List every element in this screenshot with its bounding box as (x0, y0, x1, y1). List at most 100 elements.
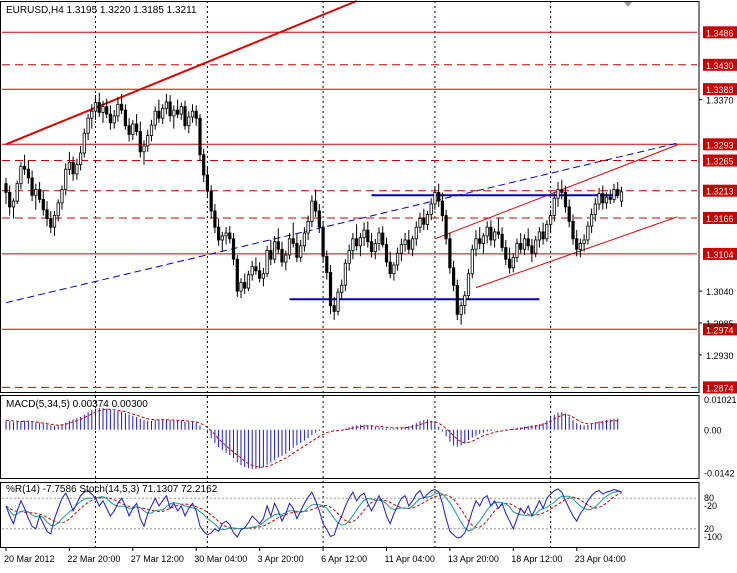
macd-label: MACD(5,34,5) 0.00374 0.00300 (6, 399, 148, 410)
candle-1 (8, 185, 12, 216)
candle-13 (52, 211, 57, 236)
candle-130 (489, 220, 493, 246)
candle-body-54 (205, 174, 209, 192)
candle-body-63 (239, 281, 243, 292)
candle-body-35 (134, 123, 139, 132)
candle-146 (549, 209, 553, 233)
level-tag-2 (703, 83, 737, 96)
candle-21 (82, 128, 86, 158)
candle-3 (15, 180, 19, 204)
candle-body-77 (291, 238, 295, 244)
candle-body-162 (608, 196, 612, 200)
candle-17 (67, 151, 71, 175)
candle-body-123 (463, 295, 467, 307)
candle-100 (377, 227, 381, 251)
candle-body-149 (560, 189, 564, 193)
candle-44 (168, 95, 172, 122)
candle-119 (448, 233, 452, 274)
candle-body-145 (545, 223, 549, 240)
candle-body-111 (418, 218, 422, 228)
candle-76 (287, 233, 292, 260)
candle-body-59 (224, 232, 228, 237)
axes-labels: 1.3486 1.3430 1.3388 1.3293 1.3265 1.3213 1.31… (4, 26, 737, 564)
candle-126 (474, 230, 478, 257)
osc-tick-label-0: 80 (704, 493, 714, 503)
candle-35 (134, 114, 139, 136)
candle-body-132 (496, 231, 501, 235)
candle-95 (358, 233, 363, 257)
candle-body-81 (306, 220, 310, 234)
candle-123 (463, 291, 467, 315)
candle-29 (112, 110, 116, 129)
candle-64 (243, 273, 247, 294)
candle-body-104 (392, 264, 396, 275)
candle-134 (504, 240, 508, 265)
candle-body-109 (410, 238, 415, 250)
candle-105 (395, 247, 400, 271)
candle-104 (392, 262, 396, 281)
candle-128 (481, 233, 486, 254)
candle-151 (567, 199, 571, 228)
candle-body-102 (384, 244, 389, 263)
candle-19 (75, 158, 79, 180)
candle-body-138 (519, 243, 523, 250)
candle-body-108 (407, 239, 411, 250)
y-tick-label-2: 1.2985 (706, 319, 734, 329)
candle-body-130 (489, 226, 493, 241)
candle-83 (313, 189, 318, 217)
candle-98 (369, 233, 374, 258)
candle-body-50 (190, 110, 195, 118)
candle-42 (161, 104, 165, 124)
candle-body-2 (11, 200, 16, 208)
candle-85 (321, 221, 325, 263)
candle-body-144 (541, 231, 545, 240)
x-tick-label-3: 30 Mar 04:00 (194, 554, 247, 564)
candle-0 (4, 177, 8, 204)
panel-frame-2 (0, 482, 700, 548)
candle-body-56 (213, 210, 217, 228)
candle-body-125 (470, 248, 474, 275)
candle-136 (511, 253, 515, 273)
level-label-4: 1.3265 (706, 157, 734, 167)
candle-157 (590, 208, 594, 233)
candle-87 (328, 265, 333, 315)
candle-77 (291, 222, 295, 248)
candle-body-120 (451, 267, 456, 286)
macd-tick-label-0: 0.01021 (704, 395, 737, 405)
candle-body-159 (597, 193, 601, 205)
candle-body-62 (235, 258, 239, 292)
candle-body-161 (604, 196, 609, 204)
candle-38 (146, 129, 150, 152)
candle-body-36 (138, 131, 142, 153)
candle-body-80 (302, 232, 307, 247)
candle-46 (175, 99, 180, 119)
candle-20 (79, 146, 83, 171)
candle-body-131 (492, 231, 497, 241)
candle-79 (299, 240, 303, 263)
candle-40 (153, 106, 157, 130)
candle-48 (183, 100, 187, 130)
candle-82 (310, 195, 314, 228)
vertical-grid (95, 1, 552, 547)
candle-body-78 (295, 243, 299, 258)
candle-141 (530, 238, 534, 263)
x-tick-label-8: 18 Apr 12:00 (511, 554, 562, 564)
candle-body-137 (515, 243, 519, 258)
candle-body-112 (422, 218, 426, 225)
level-label-2: 1.3388 (706, 85, 734, 95)
candle-body-42 (161, 107, 165, 119)
candle-body-118 (444, 215, 448, 240)
candle-65 (246, 270, 251, 292)
candle-109 (410, 235, 415, 257)
candle-body-65 (246, 274, 251, 289)
candle-body-53 (202, 154, 206, 176)
candle-16 (64, 163, 68, 196)
level-tag-9 (703, 381, 737, 394)
chart-shift-marker-icon (624, 2, 632, 7)
oscillator-label: %R(14) -7.7586 Stoch(14,5,3) 71.1307 72.… (6, 484, 218, 495)
level-label-6: 1.3166 (706, 214, 734, 224)
x-tick-label-4: 3 Apr 20:00 (258, 554, 304, 564)
candle-131 (492, 228, 497, 248)
candle-body-82 (310, 200, 314, 222)
